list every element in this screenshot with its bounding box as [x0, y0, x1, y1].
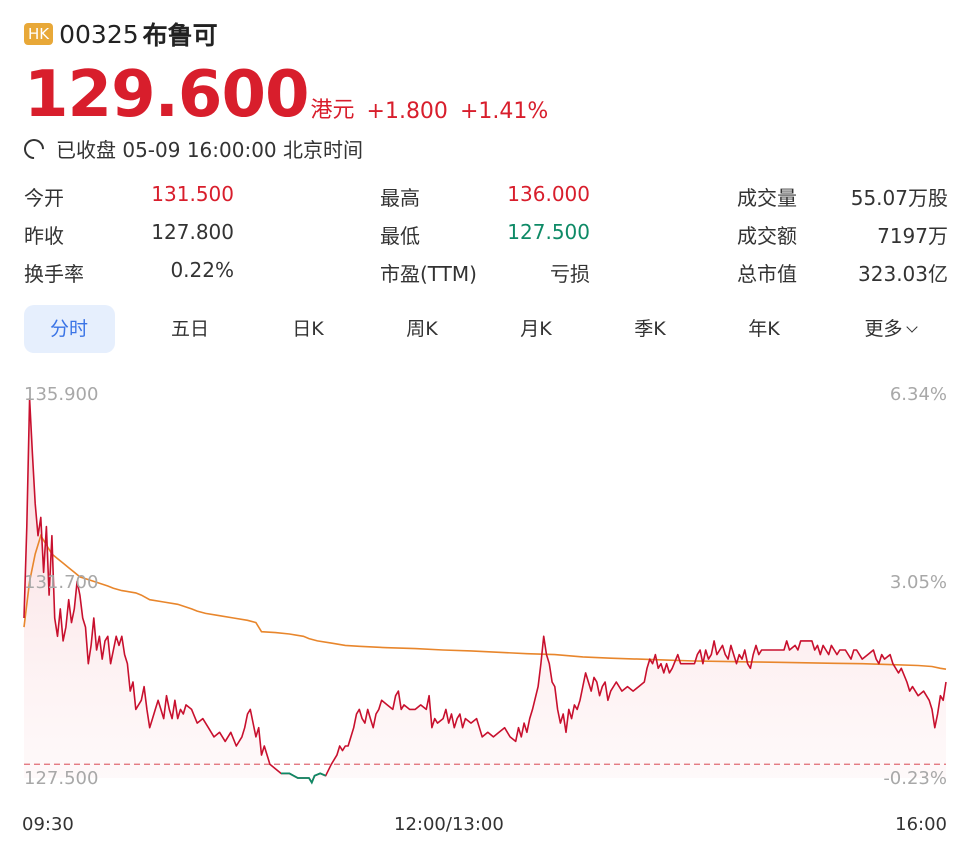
stat-value: 127.500 [507, 220, 590, 244]
tab-label: 季K [634, 318, 666, 340]
stat-value: 136.000 [507, 182, 590, 206]
tab-label: 五日 [170, 318, 209, 340]
x-label-close: 16:00 [895, 814, 947, 835]
stat-label: 最低 [380, 224, 420, 248]
tab-6[interactable]: 年K [724, 305, 804, 353]
market-badge: HK [24, 23, 54, 45]
clock-icon [19, 134, 49, 163]
x-label-midday: 12:00/13:00 [394, 814, 504, 835]
stat-label: 总市值 [737, 262, 797, 286]
tab-2[interactable]: 日K [268, 305, 348, 353]
y-left-label-mid: 131.700 [24, 572, 99, 593]
x-label-open: 09:30 [22, 814, 74, 835]
stat-label: 成交额 [737, 224, 797, 248]
stat-label: 最高 [380, 186, 420, 210]
tab-4[interactable]: 月K [496, 305, 576, 353]
chevron-down-icon [905, 321, 918, 333]
stat-value: 55.07万股 [850, 186, 948, 210]
tab-label: 年K [748, 318, 780, 340]
stat-value: 亏损 [550, 262, 590, 286]
tab-1[interactable]: 五日 [150, 305, 230, 353]
tab-label: 分时 [49, 318, 88, 340]
y-left-label-bottom: 127.500 [24, 768, 99, 789]
stat-value: 7197万 [877, 224, 948, 248]
tab-3[interactable]: 周K [382, 305, 462, 353]
price-area-fill [24, 398, 946, 783]
price-line-low-segment [281, 772, 327, 785]
y-right-label-mid: 3.05% [889, 572, 947, 593]
stat-value: 131.500 [151, 182, 234, 206]
price-change-pct: +1.41% [459, 99, 549, 124]
tab-label: 周K [406, 318, 438, 340]
stat-label: 成交量 [737, 186, 797, 210]
chart-canvas [23, 397, 947, 785]
stat-value: 0.22% [170, 258, 234, 282]
chart-period-tabs: 分时 五日 日K 周K 月K 季K 年K 更多 [23, 305, 948, 353]
average-price-line [23, 533, 947, 670]
market-status: 已收盘 05-09 16:00:00 北京时间 [19, 134, 364, 163]
tab-label: 更多 [864, 318, 903, 340]
tab-label: 日K [292, 318, 324, 340]
intraday-chart: 135.900 131.700 127.500 6.34% 3.05% -0.2… [0, 370, 961, 846]
tab-7[interactable]: 更多 [850, 305, 930, 353]
tab-5[interactable]: 季K [610, 305, 690, 353]
stats-grid: 今开 131.500 最高 136.000 成交量 55.07万股昨收 127.800 最低 1… [24, 178, 948, 292]
stat-row: 今开 131.500 最高 136.000 成交量 55.07万股 [24, 178, 948, 216]
price-row: 129.600 港元 +1.800 +1.41% [24, 60, 548, 130]
stat-row: 换手率 0.22% 市盈(TTM) 亏损 总市值 323.03亿 [24, 254, 948, 292]
price-line [23, 397, 947, 784]
currency-label: 港元 [310, 98, 355, 123]
y-right-label-bottom: -0.23% [883, 768, 947, 789]
y-left-label-top: 135.900 [24, 384, 99, 405]
stat-value: 323.03亿 [858, 262, 948, 286]
stat-row: 昨收 127.800 最低 127.500 成交额 7197万 [24, 216, 948, 254]
tab-label: 月K [520, 318, 552, 340]
stock-name: 布鲁可 [142, 21, 218, 50]
stat-label: 今开 [24, 186, 64, 210]
stat-label: 昨收 [24, 224, 64, 248]
stat-label: 市盈(TTM) [380, 262, 477, 286]
stat-label: 换手率 [24, 262, 84, 286]
market-status-text: 已收盘 05-09 16:00:00 北京时间 [56, 138, 364, 162]
price-change: +1.800 [366, 99, 448, 124]
current-price: 129.600 [24, 58, 309, 132]
stock-code: 00325 [59, 19, 139, 49]
y-right-label-top: 6.34% [889, 384, 947, 405]
tab-0[interactable]: 分时 [23, 305, 115, 353]
stat-value: 127.800 [151, 220, 234, 244]
stock-header: HK 00325 布鲁可 [24, 18, 218, 50]
